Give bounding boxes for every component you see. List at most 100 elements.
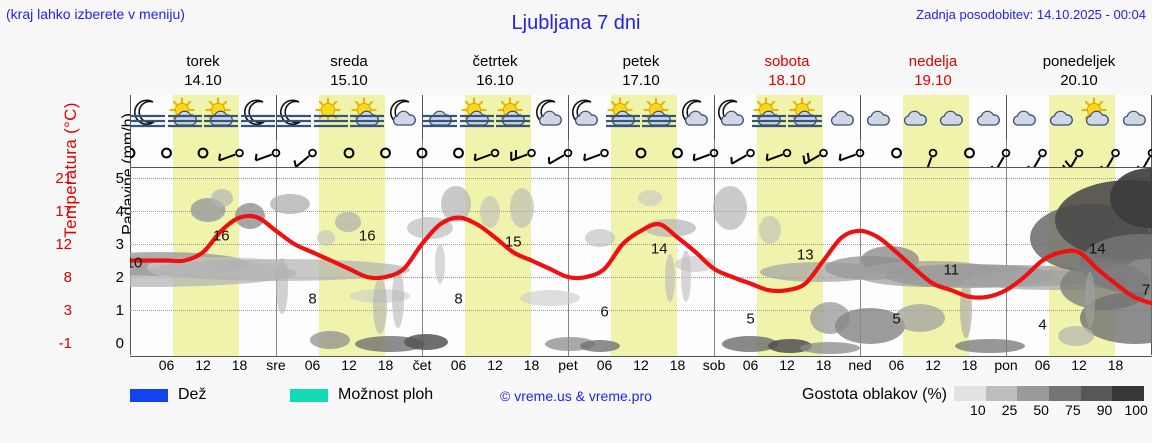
axis-tick: -1 bbox=[58, 335, 72, 352]
axis-tick: 5 bbox=[115, 170, 124, 187]
hour-tick: pon bbox=[994, 357, 1018, 373]
hour-tick: ned bbox=[848, 357, 872, 373]
temperature-point-label: 13 bbox=[796, 246, 814, 264]
day-date: 18.10 bbox=[768, 72, 806, 89]
weather-icon-band bbox=[130, 95, 1152, 140]
cloud-haze-icon bbox=[423, 110, 458, 128]
density-tick: 50 bbox=[1033, 402, 1049, 418]
axis-tick: 8 bbox=[63, 269, 72, 286]
hour-tick: 06 bbox=[596, 357, 613, 373]
sun-cloud-haze-icon bbox=[496, 97, 531, 128]
moon-cloud-icon bbox=[572, 99, 599, 126]
axis-tick: 3 bbox=[63, 302, 72, 319]
moon-haze-icon bbox=[240, 99, 275, 128]
moon-haze-icon bbox=[131, 99, 166, 128]
hour-tick: sre bbox=[266, 357, 286, 373]
gridline-2 bbox=[130, 244, 1152, 245]
hour-tick: 12 bbox=[341, 357, 357, 373]
day-date: 17.10 bbox=[622, 72, 660, 89]
hour-tick: 12 bbox=[1071, 357, 1087, 373]
hour-tick: 06 bbox=[304, 357, 321, 373]
day-separator-2 bbox=[422, 140, 423, 167]
density-tick: 90 bbox=[1096, 402, 1113, 418]
day-name: sobota bbox=[764, 53, 810, 70]
sun-cloud-haze-icon bbox=[605, 97, 640, 128]
day-header-5: nedelja 19.10 bbox=[860, 52, 1006, 92]
temperature-point-label: 4 bbox=[1038, 316, 1047, 334]
hour-tick: 18 bbox=[231, 357, 248, 373]
legend-swatch-showers bbox=[290, 389, 328, 402]
hour-tick: sob bbox=[702, 357, 726, 373]
day-name: sreda bbox=[330, 53, 368, 70]
day-separator-6 bbox=[1006, 140, 1007, 167]
last-update: Zadnja posodobitev: 14.10.2025 - 00:04 bbox=[916, 7, 1146, 22]
hour-tick: 12 bbox=[487, 357, 503, 373]
hour-tick: 06 bbox=[158, 357, 175, 373]
sun-cloud-haze-icon bbox=[642, 97, 677, 128]
axis-tick: 1 bbox=[115, 302, 124, 319]
sun-haze-icon bbox=[313, 97, 348, 128]
axis-tick: 2 bbox=[115, 269, 124, 286]
density-step-2 bbox=[1017, 386, 1050, 401]
cloud-icon bbox=[830, 110, 854, 126]
gridline-3 bbox=[130, 277, 1152, 278]
hour-tick: 06 bbox=[742, 357, 759, 373]
sun-cloud-haze-icon bbox=[459, 97, 494, 128]
wind-barb-band bbox=[130, 140, 1152, 168]
day-name: nedelja bbox=[908, 53, 958, 70]
day-date: 16.10 bbox=[476, 72, 514, 89]
hour-tick: 06 bbox=[450, 357, 467, 373]
temperature-point-label: 10 bbox=[130, 254, 143, 271]
gridline-0 bbox=[130, 178, 1152, 179]
day-separator-5 bbox=[860, 95, 861, 140]
axis-tick: 21 bbox=[55, 170, 72, 187]
legend: Dež Možnost ploh © vreme.us & vreme.pro … bbox=[130, 386, 1152, 426]
density-tick: 75 bbox=[1065, 402, 1081, 418]
wind-barbs bbox=[130, 147, 1152, 167]
density-step-5 bbox=[1112, 386, 1145, 401]
day-separator-6 bbox=[1006, 95, 1007, 140]
hour-tick: 18 bbox=[523, 357, 540, 373]
day-name: petek bbox=[622, 53, 660, 70]
cloud-density-colorbar bbox=[954, 386, 1145, 401]
day-header-1: sreda 15.10 bbox=[276, 52, 422, 92]
temperature-point-label: 5 bbox=[746, 310, 755, 328]
sun-cloud-haze-icon bbox=[167, 97, 202, 128]
density-tick: 25 bbox=[1001, 402, 1018, 418]
day-header-2: četrtek 16.10 bbox=[422, 52, 568, 92]
density-step-1 bbox=[985, 386, 1018, 401]
hour-tick: 12 bbox=[779, 357, 795, 373]
hour-tick: pet bbox=[558, 357, 578, 373]
day-header-0: torek 14.10 bbox=[130, 52, 276, 92]
hour-tick: 18 bbox=[377, 357, 394, 373]
hour-tick: 06 bbox=[1034, 357, 1051, 373]
daylight-band-1 bbox=[318, 140, 386, 167]
copyright-link[interactable]: © vreme.us & vreme.pro bbox=[500, 388, 652, 404]
day-name: ponedeljek bbox=[1042, 53, 1116, 70]
hour-tick: 18 bbox=[1107, 357, 1124, 373]
hour-tick: 06 bbox=[888, 357, 905, 373]
temperature-cloud-graph: 10 16 8 16 8 15 6 14 5 13 5 11 4 14 7 bbox=[130, 167, 1152, 357]
sun-cloud-haze-icon bbox=[204, 97, 239, 128]
day-date: 20.10 bbox=[1060, 72, 1098, 89]
axis-tick: 0 bbox=[115, 335, 124, 352]
moon-cloud-icon bbox=[681, 99, 708, 126]
location-hint[interactable]: (kraj lahko izberete v meniju) bbox=[6, 6, 185, 22]
day-separator-5 bbox=[860, 140, 861, 167]
day-date: 15.10 bbox=[330, 72, 368, 89]
axis-tick: 12 bbox=[55, 236, 72, 253]
day-separator-3 bbox=[568, 168, 569, 356]
cloud-icon bbox=[903, 110, 927, 126]
cloud-icon bbox=[940, 110, 964, 126]
day-separator-2 bbox=[422, 95, 423, 140]
chart-canvas bbox=[130, 168, 1152, 354]
temperature-point-label: 16 bbox=[212, 227, 230, 245]
moon-cloud-icon bbox=[389, 99, 416, 126]
day-separator-4 bbox=[714, 140, 715, 167]
precipitation-axis-ticks: 5 4 3 2 1 0 bbox=[88, 167, 124, 355]
gridline-1 bbox=[130, 211, 1152, 212]
day-header-4: sobota 18.10 bbox=[714, 52, 860, 92]
cloud-icon bbox=[867, 110, 891, 126]
sun-cloud-haze-icon bbox=[788, 97, 823, 128]
legend-label-showers: Možnost ploh bbox=[338, 386, 434, 403]
